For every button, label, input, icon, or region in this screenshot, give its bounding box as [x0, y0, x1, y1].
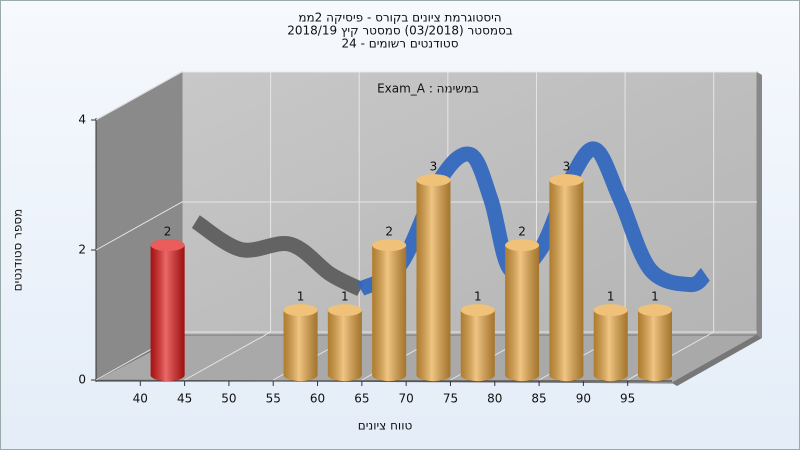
- x-tick-label: 70: [399, 392, 414, 406]
- y-tick-label: 0: [78, 373, 86, 387]
- x-tick-label: 80: [487, 392, 502, 406]
- plot: 0 2 4 40 45 50 55 60 65 70 75 80 85 90 95 2 1 1 2 3 1 2 3 1 1: [78, 71, 757, 406]
- value-label: 3: [430, 160, 438, 174]
- wall-edge: [757, 72, 762, 338]
- bar-shade: [150, 245, 185, 382]
- bar-top: [638, 304, 673, 317]
- x-tick-label: 55: [266, 392, 281, 406]
- x-axis-title: טווח ציונים: [358, 419, 413, 433]
- bar-shade: [638, 310, 673, 382]
- grid-line: [184, 72, 272, 381]
- x-tick-label: 90: [576, 392, 591, 406]
- bar-top-shine: [638, 304, 673, 317]
- bar-top-shine: [416, 174, 451, 187]
- value-label: 2: [518, 225, 526, 239]
- x-tick-label: 75: [443, 392, 458, 406]
- bar-top-shine: [460, 304, 495, 317]
- y-axis-title: מספר סטודנטים: [11, 209, 25, 292]
- bar-top-shine: [283, 304, 318, 317]
- bar-shade: [549, 180, 584, 382]
- back-wall: [181, 71, 758, 336]
- bar-shade: [283, 310, 318, 382]
- bar-shade: [372, 245, 407, 382]
- bar-top: [460, 304, 495, 317]
- x-tick-label: 45: [177, 392, 192, 406]
- bar-top-shine: [593, 304, 628, 317]
- grid-line: [95, 71, 757, 121]
- value-label: 3: [563, 160, 571, 174]
- value-label: 1: [474, 290, 482, 304]
- bar-top: [283, 304, 318, 317]
- bar-shade: [593, 310, 628, 382]
- curve: [191, 215, 364, 296]
- bar-top: [150, 239, 185, 252]
- x-tick-label: 40: [133, 392, 148, 406]
- chart-subtitle: סטודנטים רשומים - 24: [341, 37, 458, 51]
- bar-top: [372, 239, 407, 252]
- bar-top-shine: [549, 174, 584, 187]
- bar-top: [505, 239, 540, 252]
- value-label: 2: [385, 225, 393, 239]
- value-label: 1: [341, 290, 349, 304]
- bar-top-shine: [505, 239, 540, 252]
- bar-shade: [416, 180, 451, 382]
- value-label: 2: [164, 225, 172, 239]
- chart-subtitle: בסמסטר (03/2018) סמסטר קיץ 2018/19: [287, 24, 513, 38]
- x-tick-label: 50: [221, 392, 236, 406]
- y-tick-label: 2: [78, 243, 86, 257]
- value-label: 1: [651, 290, 659, 304]
- bar-top-shine: [327, 304, 362, 317]
- bar-shade: [460, 310, 495, 382]
- bar-top-shine: [150, 239, 185, 252]
- x-tick-label: 85: [531, 392, 546, 406]
- x-tick-label: 65: [354, 392, 369, 406]
- chart-title: היסטוגרמת ציונים בקורס - פיסיקה 2ממ: [298, 11, 501, 25]
- x-tick-label: 95: [620, 392, 635, 406]
- bar-top: [416, 174, 451, 187]
- bar-top: [593, 304, 628, 317]
- value-label: 1: [297, 290, 305, 304]
- annotation: Exam_A : במשימה: [377, 82, 479, 96]
- y-tick-label: 4: [78, 113, 86, 127]
- bar-top: [327, 304, 362, 317]
- bar-top-shine: [372, 239, 407, 252]
- bar-shade: [327, 310, 362, 382]
- bar-shade: [505, 245, 540, 382]
- bar-top: [549, 174, 584, 187]
- value-label: 1: [607, 290, 615, 304]
- floor-edge: [672, 335, 762, 386]
- x-tick-label: 60: [310, 392, 325, 406]
